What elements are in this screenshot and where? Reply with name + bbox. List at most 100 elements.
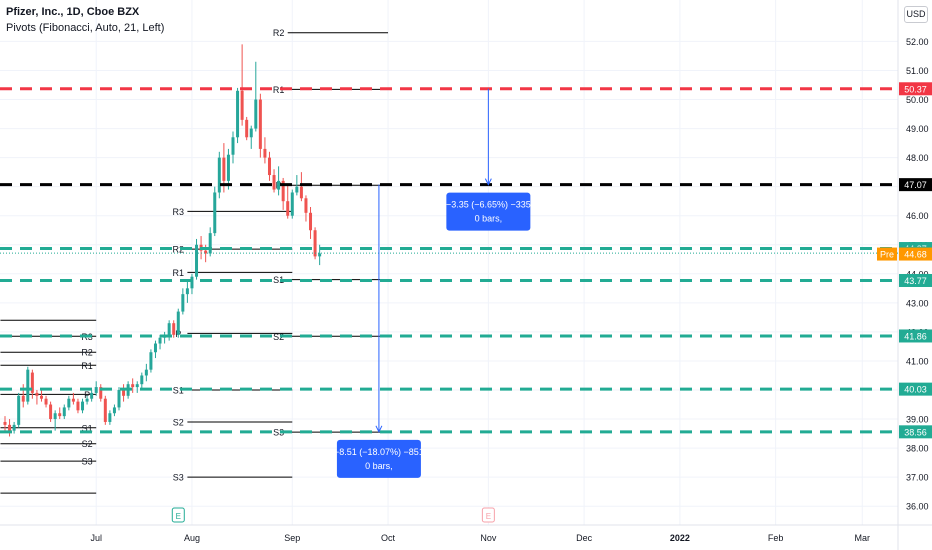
candle-body — [103, 398, 107, 422]
currency-button[interactable]: USD — [904, 6, 928, 23]
candle-body — [85, 398, 89, 402]
premarket-tag-bg — [877, 247, 897, 261]
candle-body — [39, 395, 43, 399]
time-tick-label: Sep — [284, 533, 300, 543]
price-tick-label: 50.00 — [906, 95, 929, 105]
earnings-event-icon[interactable]: E — [481, 507, 495, 523]
pivot-label: S3 — [173, 473, 184, 483]
price-tick-label: 52.00 — [906, 37, 929, 47]
candle-body — [309, 212, 313, 231]
candle-body — [67, 398, 71, 408]
pivot-label: R1 — [173, 268, 185, 278]
time-tick-label: Dec — [576, 533, 593, 543]
indicator-legend[interactable]: Pivots (Fibonacci, Auto, 21, Left) — [6, 22, 164, 34]
time-tick-label: Aug — [184, 533, 200, 543]
time-tick-label: Oct — [381, 533, 396, 543]
candle-body — [318, 253, 322, 257]
candle-body — [299, 186, 303, 199]
level-axis-label-text: 47.07 — [904, 180, 927, 190]
candle-body — [195, 244, 199, 277]
price-tick-label: 49.00 — [906, 124, 929, 134]
pivot-label: S3 — [82, 457, 93, 467]
candle-body — [12, 424, 16, 431]
level-axis-label-text: 40.03 — [904, 385, 927, 395]
candle-body — [144, 369, 148, 376]
candle-body — [153, 343, 157, 353]
candle-body — [185, 288, 189, 295]
earnings-event-box — [481, 507, 495, 523]
candle-body — [313, 230, 317, 257]
candle-body — [158, 337, 162, 344]
candle-body — [277, 180, 281, 190]
level-axis-label-bg — [899, 382, 932, 396]
candle-body — [236, 90, 240, 138]
candle-body — [94, 387, 98, 393]
pivot-label: S2 — [173, 417, 184, 427]
measure-text: −8.51 (−18.07%) −851 — [334, 447, 424, 457]
candle-body — [263, 148, 267, 158]
candle-body — [140, 375, 144, 385]
pivot-label: R1 — [81, 361, 93, 371]
candle-body — [208, 233, 212, 254]
candle-body — [240, 90, 244, 120]
earnings-event-box — [171, 507, 185, 523]
price-tick-label: 48.00 — [906, 153, 929, 163]
pivot-label: S1 — [173, 386, 184, 396]
measure-arrow — [484, 178, 492, 186]
candle-body — [245, 119, 249, 138]
candle-body — [204, 250, 208, 254]
candle-body — [112, 407, 116, 414]
level-axis-label-bg — [899, 329, 932, 343]
earnings-event-glyph: E — [486, 512, 491, 521]
premarket-axis-label-bg — [899, 247, 932, 261]
candle-body — [58, 413, 62, 417]
pivot-label: R2 — [173, 245, 185, 255]
candle-body — [190, 276, 194, 289]
candle-body — [108, 413, 112, 422]
candle-body — [290, 192, 294, 216]
measure-box — [336, 439, 421, 478]
candle-body — [8, 424, 12, 431]
symbol-legend[interactable]: Pfizer, Inc., 1D, Cboe BZX — [6, 6, 139, 18]
pivot-label: R2 — [273, 28, 285, 38]
price-tick-label: 46.00 — [906, 211, 929, 221]
pivot-label: P — [84, 390, 90, 400]
candle-body — [135, 384, 139, 388]
candle-body — [254, 99, 258, 129]
price-tick-label: 39.00 — [906, 415, 929, 425]
candle-body — [122, 390, 126, 396]
price-tick-label: 36.00 — [906, 502, 929, 512]
candle-body — [62, 407, 66, 417]
price-tick-label: 38.00 — [906, 444, 929, 454]
indicator-title: Pivots (Fibonacci, Auto, 21, Left) — [6, 22, 165, 34]
candle-body — [226, 154, 230, 181]
candle-body — [35, 392, 39, 396]
candle-body — [44, 398, 48, 405]
price-tick-label: 41.00 — [906, 356, 929, 366]
candle-body — [222, 157, 226, 181]
candle-body — [281, 180, 285, 202]
candle-body — [172, 323, 176, 335]
level-axis-label-text: 50.37 — [904, 84, 927, 94]
time-tick-label: Nov — [480, 533, 497, 543]
measure-box — [446, 192, 531, 231]
candle-body — [81, 401, 85, 411]
candle-body — [17, 395, 21, 425]
candle-body — [258, 99, 262, 149]
price-tick-label: 43.00 — [906, 298, 929, 308]
time-tick-label: 2022 — [670, 533, 690, 543]
candle-body — [76, 401, 80, 411]
earnings-event-icon[interactable]: E — [171, 507, 185, 523]
candle-body — [295, 186, 299, 193]
candle-body — [304, 198, 308, 213]
candle-body — [176, 311, 180, 335]
candle-body — [21, 395, 25, 402]
pivot-label: S3 — [273, 428, 284, 438]
candle-body — [286, 201, 290, 216]
candle-body — [49, 404, 53, 420]
candle-body — [149, 352, 153, 370]
pivot-label: S2 — [82, 439, 93, 449]
candle-body — [181, 294, 185, 312]
time-tick-label: Jul — [90, 533, 102, 543]
